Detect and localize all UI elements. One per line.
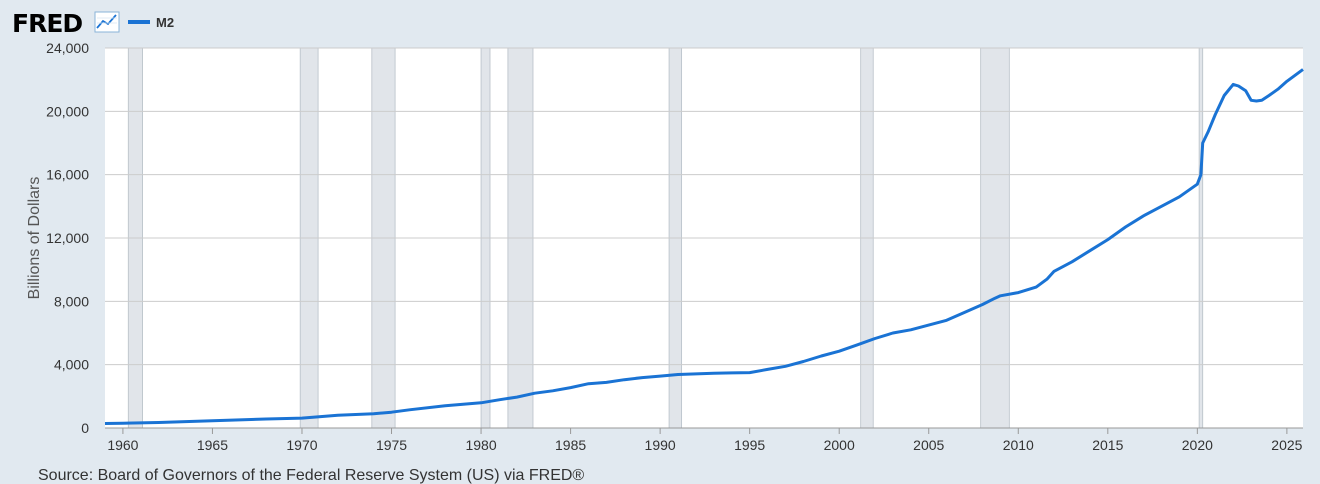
x-tick-label: 1990 — [645, 437, 676, 453]
y-tick-label: 4,000 — [54, 357, 89, 373]
x-tick-label: 2005 — [913, 437, 944, 453]
x-tick-label: 1960 — [107, 437, 138, 453]
x-tick-label: 2015 — [1092, 437, 1123, 453]
x-tick-label: 2000 — [824, 437, 855, 453]
y-axis-ticks: 0 4,000 8,000 12,000 16,000 20,000 24,000 — [46, 40, 89, 436]
x-axis-ticks: 1960 1965 1970 1975 1980 1985 1990 1995 2000 2005… — [105, 427, 1303, 453]
y-axis-label: Billions of Dollars — [26, 177, 43, 300]
legend-label: M2 — [156, 15, 174, 30]
y-tick-label: 8,000 — [54, 293, 89, 309]
header: FRED M2 — [12, 9, 174, 38]
x-tick-label: 1985 — [555, 437, 586, 453]
fred-logo[interactable]: FRED — [12, 9, 83, 38]
source-note: Source: Board of Governors of the Federa… — [38, 467, 584, 484]
x-tick-label: 1995 — [734, 437, 765, 453]
y-tick-label: 16,000 — [46, 167, 89, 183]
x-tick-label: 1970 — [286, 437, 317, 453]
x-tick-label: 1980 — [465, 437, 496, 453]
x-tick-label: 2020 — [1182, 437, 1213, 453]
y-tick-label: 12,000 — [46, 230, 89, 246]
series-line-m2 — [104, 68, 1304, 425]
y-tick-label: 20,000 — [46, 103, 89, 119]
y-tick-label: 0 — [81, 420, 89, 436]
x-tick-label: 1975 — [376, 437, 407, 453]
line-chart-icon — [94, 11, 120, 33]
y-tick-label: 24,000 — [46, 40, 89, 56]
x-tick-label: 1965 — [197, 437, 228, 453]
x-tick-label: 2010 — [1003, 437, 1034, 453]
x-tick-label: 2025 — [1271, 437, 1302, 453]
